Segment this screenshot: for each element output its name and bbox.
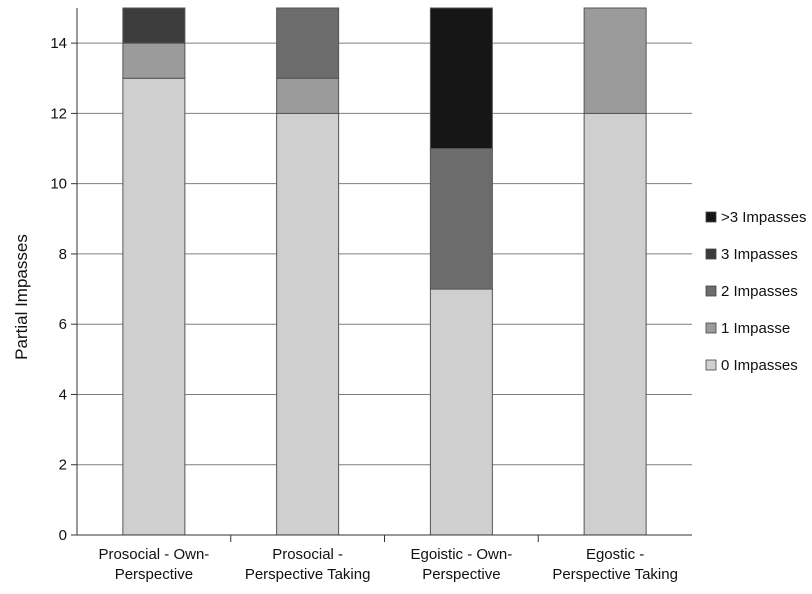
x-tick-label: Prosocial - Own- [98, 546, 209, 563]
y-tick-label: 4 [59, 386, 67, 403]
y-tick-label: 6 [59, 316, 67, 333]
bar-segment [583, 7, 647, 114]
legend-swatch [705, 359, 717, 371]
legend-swatch [705, 211, 717, 223]
x-tick-label: Egoistic - Own- [411, 546, 513, 563]
x-tick-label: Perspective Taking [245, 566, 371, 583]
legend-label: 0 Impasses [721, 357, 798, 374]
y-tick-label: 10 [50, 176, 67, 193]
x-tick-label: Perspective [422, 566, 500, 583]
bar-segment [429, 148, 493, 290]
legend-swatch [705, 322, 717, 334]
bar-segment [122, 77, 186, 536]
x-tick-label: Perspective [115, 566, 193, 583]
x-tick-label: Egostic - [586, 546, 644, 563]
legend-label: 1 Impasse [721, 320, 790, 337]
y-tick-label: 0 [59, 527, 67, 544]
bar-segment [122, 7, 186, 44]
axes: 0 2 4 6 8 10 12 14 Prosocial - Own- Perspective Pr… [50, 8, 692, 583]
legend-label: >3 Impasses [721, 209, 806, 226]
x-tick-label: Prosocial - [272, 546, 343, 563]
bar-segment [583, 112, 647, 536]
y-tick-label: 14 [50, 35, 67, 52]
bar-segment [122, 42, 186, 79]
y-tick-label: 12 [50, 105, 67, 122]
x-tick-label: Perspective Taking [552, 566, 678, 583]
bars [122, 7, 647, 536]
bar-segment [429, 288, 493, 536]
y-tick-label: 8 [59, 246, 67, 263]
legend-swatch [705, 248, 717, 260]
bar-segment [276, 112, 340, 536]
legend: >3 Impasses 3 Impasses 2 Impasses 1 Impasse… [705, 209, 806, 374]
legend-swatch [705, 285, 717, 297]
legend-label: 2 Impasses [721, 283, 798, 300]
legend-label: 3 Impasses [721, 246, 798, 263]
bar-segment [429, 7, 493, 150]
bar-segment [276, 77, 340, 114]
y-axis-title: Partial Impasses [12, 234, 31, 360]
y-tick-label: 2 [59, 457, 67, 474]
bar-segment [276, 7, 340, 79]
